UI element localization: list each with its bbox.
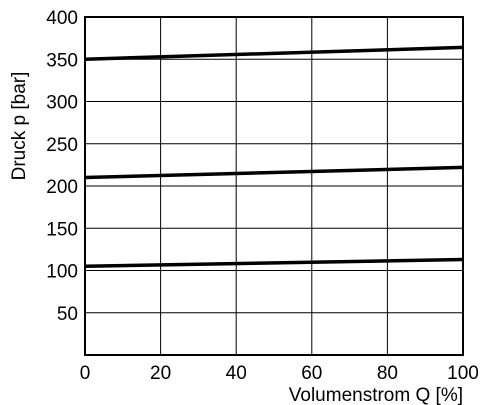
y-tick-label-0: 50 [57, 304, 78, 325]
y-tick-labels: 50 100 150 200 250 300 350 400 [46, 8, 78, 325]
x-tick-label-4: 80 [377, 363, 398, 384]
y-tick-label-4: 250 [46, 135, 78, 156]
y-tick-label-3: 200 [46, 177, 78, 198]
series-group [84, 45, 464, 269]
y-tick-label-6: 350 [46, 50, 78, 71]
x-tick-label-5: 100 [447, 363, 479, 384]
x-tick-label-0: 0 [80, 363, 91, 384]
y-tick-label-2: 150 [46, 219, 78, 240]
x-tick-label-2: 40 [226, 363, 247, 384]
y-tick-label-7: 400 [46, 8, 78, 29]
series-line-2 [84, 165, 464, 180]
grid [84, 16, 464, 355]
y-axis-title: Druck p [bar] [9, 72, 30, 181]
y-tick-label-5: 300 [46, 93, 78, 114]
x-tick-label-3: 60 [301, 363, 322, 384]
y-tick-label-1: 100 [46, 262, 78, 283]
plot-frame [84, 16, 464, 356]
x-axis-title: Volumenstrom Q [%] [289, 385, 463, 405]
x-tick-labels: 0 20 40 60 80 100 [80, 363, 479, 384]
series-line-3 [84, 257, 464, 269]
x-tick-label-1: 20 [150, 363, 171, 384]
series-line-1 [84, 45, 464, 61]
